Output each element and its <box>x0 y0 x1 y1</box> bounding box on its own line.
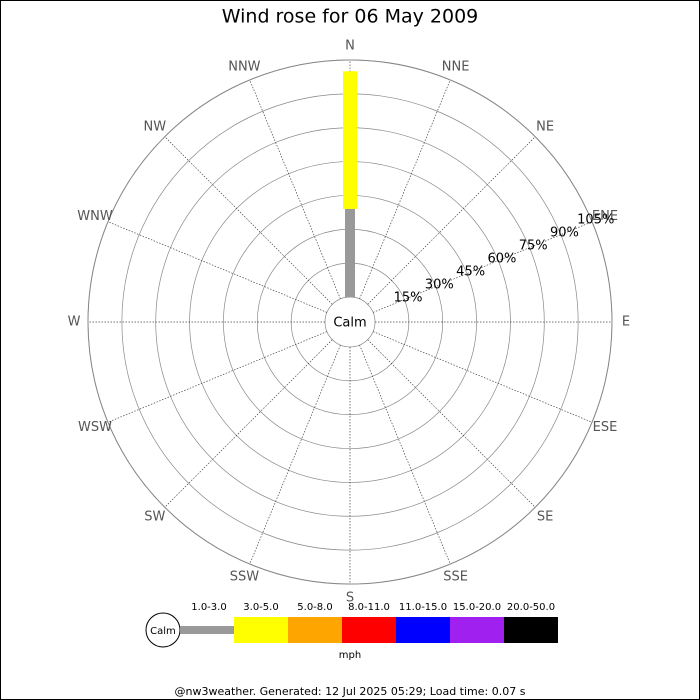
grid-ring <box>87 59 613 585</box>
legend-unit: mph <box>339 650 361 661</box>
direction-label: NW <box>144 119 167 134</box>
spoke <box>164 339 333 508</box>
calm-label: Calm <box>333 316 366 331</box>
legend-label: 8.0-11.0 <box>348 602 390 613</box>
r-tick-label: 90% <box>550 226 579 241</box>
spoke <box>249 344 341 565</box>
legend-label: 20.0-50.0 <box>507 602 555 613</box>
footer: @nw3weather. Generated: 12 Jul 2025 05:2… <box>175 685 526 698</box>
spoke <box>367 136 536 305</box>
spoke <box>107 331 328 423</box>
legend-swatch <box>180 626 234 634</box>
direction-label: N <box>345 39 355 54</box>
legend-label: 1.0-3.0 <box>191 602 226 613</box>
spoke <box>359 344 451 565</box>
legend-swatch <box>234 617 288 643</box>
legend-swatch <box>396 617 450 643</box>
legend-label: 5.0-8.0 <box>297 602 332 613</box>
legend-label: 11.0-15.0 <box>399 602 447 613</box>
spoke <box>372 221 593 313</box>
direction-label: ESE <box>593 420 618 435</box>
direction-label: E <box>622 315 630 330</box>
direction-label: ENE <box>592 209 618 224</box>
direction-label: WNW <box>77 209 113 224</box>
legend-swatch <box>288 617 342 643</box>
direction-label: NNW <box>228 60 260 75</box>
direction-label: SE <box>537 510 553 525</box>
legend-calm-label: Calm <box>150 626 176 637</box>
bar-segment <box>343 71 357 209</box>
spoke <box>107 221 328 313</box>
spoke <box>249 79 341 300</box>
direction-label: SW <box>144 510 165 525</box>
direction-label: NE <box>536 119 554 134</box>
direction-label: SSE <box>443 569 468 584</box>
r-tick-label: 15% <box>394 290 423 305</box>
r-tick-label: 105% <box>577 213 614 228</box>
calm-circle <box>326 298 374 346</box>
direction-label: SSW <box>230 569 260 584</box>
spoke <box>372 331 593 423</box>
direction-label: W <box>68 315 81 330</box>
legend-swatch <box>504 617 558 643</box>
chart-title: Wind rose for 06 May 2009 <box>222 6 479 28</box>
r-tick-label: 75% <box>519 239 548 254</box>
legend-swatch <box>342 617 396 643</box>
spoke <box>359 79 451 300</box>
direction-label: WSW <box>78 420 112 435</box>
spoke <box>367 339 536 508</box>
r-tick-label: 45% <box>456 265 485 280</box>
direction-label: S <box>346 591 354 606</box>
legend-swatch <box>450 617 504 643</box>
legend-label: 3.0-5.0 <box>243 602 278 613</box>
bar-segment <box>345 208 355 297</box>
r-tick-label: 60% <box>487 252 516 267</box>
direction-label: NNE <box>442 60 470 75</box>
legend-label: 15.0-20.0 <box>453 602 501 613</box>
r-tick-label: 30% <box>425 277 454 292</box>
spoke <box>164 136 333 305</box>
